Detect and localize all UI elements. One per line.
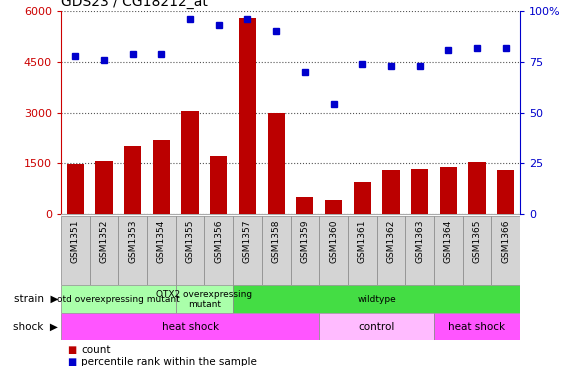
Bar <box>175 285 233 313</box>
Text: GSM1356: GSM1356 <box>214 219 223 263</box>
Text: GSM1357: GSM1357 <box>243 219 252 263</box>
Bar <box>290 216 319 285</box>
Text: GSM1354: GSM1354 <box>157 219 166 263</box>
Bar <box>382 170 400 214</box>
Text: percentile rank within the sample: percentile rank within the sample <box>81 357 257 366</box>
Bar <box>319 216 348 285</box>
Bar <box>205 216 233 285</box>
Bar <box>119 216 147 285</box>
Text: heat shock: heat shock <box>162 322 218 332</box>
Text: GSM1364: GSM1364 <box>444 219 453 263</box>
Bar <box>262 216 290 285</box>
Text: count: count <box>81 344 111 355</box>
Bar <box>348 216 376 285</box>
Bar <box>411 169 428 214</box>
Bar <box>233 216 262 285</box>
Text: heat shock: heat shock <box>449 322 505 332</box>
Bar <box>434 313 520 340</box>
Text: OTX2 overexpressing
mutant: OTX2 overexpressing mutant <box>156 290 253 309</box>
Bar <box>147 216 175 285</box>
Bar <box>153 140 170 214</box>
Text: GSM1353: GSM1353 <box>128 219 137 263</box>
Bar <box>497 170 514 214</box>
Bar <box>406 216 434 285</box>
Text: control: control <box>358 322 394 332</box>
Bar <box>95 161 113 214</box>
Text: strain  ▶: strain ▶ <box>13 294 58 304</box>
Text: wildtype: wildtype <box>357 295 396 304</box>
Text: ■: ■ <box>67 357 76 366</box>
Text: GSM1361: GSM1361 <box>358 219 367 263</box>
Bar <box>175 216 205 285</box>
Bar <box>440 167 457 214</box>
Text: GSM1358: GSM1358 <box>272 219 281 263</box>
Bar <box>89 216 119 285</box>
Bar <box>376 216 406 285</box>
Text: shock  ▶: shock ▶ <box>13 322 58 332</box>
Bar <box>61 216 89 285</box>
Bar <box>354 182 371 214</box>
Text: GSM1360: GSM1360 <box>329 219 338 263</box>
Text: otd overexpressing mutant: otd overexpressing mutant <box>57 295 180 304</box>
Text: ■: ■ <box>67 344 76 355</box>
Text: GSM1365: GSM1365 <box>472 219 482 263</box>
Bar <box>124 146 141 214</box>
Bar <box>233 285 520 313</box>
Bar <box>434 216 462 285</box>
Bar <box>67 164 84 214</box>
Text: GSM1352: GSM1352 <box>99 219 109 263</box>
Bar <box>210 156 227 214</box>
Text: GDS23 / CG18212_at: GDS23 / CG18212_at <box>61 0 208 8</box>
Bar <box>181 111 199 214</box>
Text: GSM1366: GSM1366 <box>501 219 510 263</box>
Text: GSM1355: GSM1355 <box>185 219 195 263</box>
Text: GSM1362: GSM1362 <box>386 219 396 263</box>
Bar <box>296 197 314 214</box>
Bar <box>239 18 256 214</box>
Text: GSM1351: GSM1351 <box>71 219 80 263</box>
Bar <box>492 216 520 285</box>
Bar <box>319 313 434 340</box>
Text: GSM1359: GSM1359 <box>300 219 309 263</box>
Bar <box>61 285 175 313</box>
Bar <box>468 162 486 214</box>
Bar <box>267 113 285 214</box>
Bar <box>325 200 342 214</box>
Bar <box>462 216 492 285</box>
Bar <box>61 313 319 340</box>
Text: GSM1363: GSM1363 <box>415 219 424 263</box>
